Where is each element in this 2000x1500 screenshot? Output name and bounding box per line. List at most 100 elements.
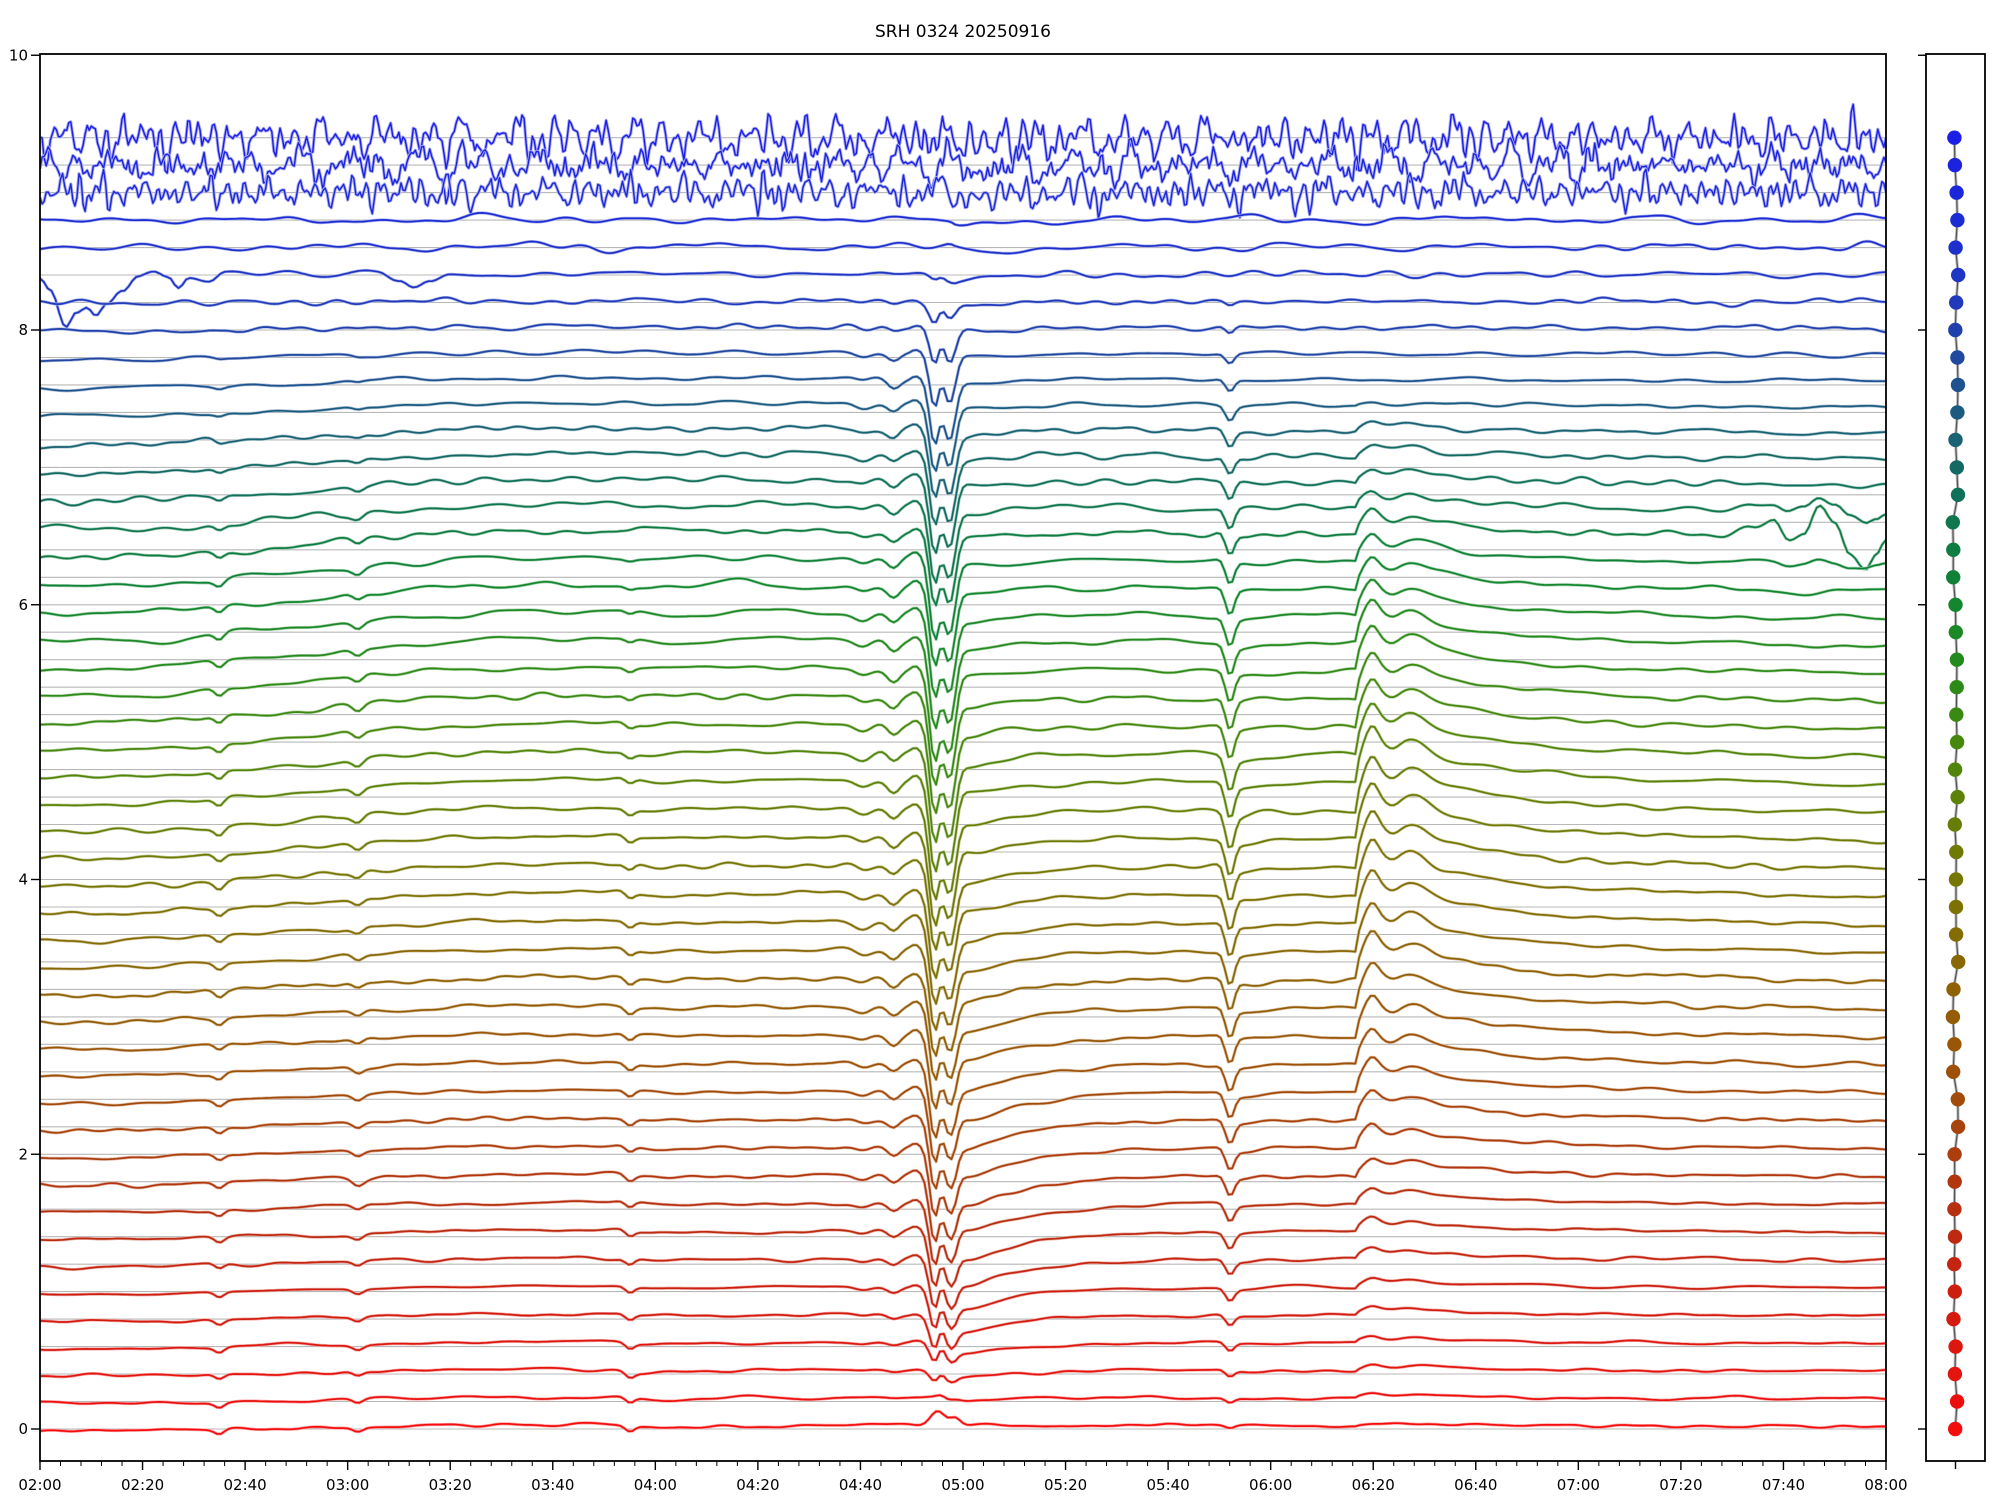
x-tick-label: 07:00 xyxy=(1557,1476,1600,1494)
channel-marker-dot xyxy=(1948,1339,1963,1354)
trace-line xyxy=(40,399,1886,472)
x-tick-label: 06:00 xyxy=(1249,1476,1292,1494)
trace-halo xyxy=(40,1245,1886,1311)
channel-marker-dot xyxy=(1947,130,1962,145)
trace-line xyxy=(40,1305,1886,1350)
trace-line xyxy=(40,1392,1886,1409)
channel-marker-dot xyxy=(1950,1119,1966,1135)
x-tick-label: 02:40 xyxy=(223,1476,266,1494)
channel-marker-dot xyxy=(1951,267,1966,283)
channel-marker-dot xyxy=(1947,1202,1962,1217)
channel-marker-dot xyxy=(1950,350,1965,365)
trace-line xyxy=(40,902,1886,1031)
trace-line xyxy=(40,756,1886,901)
x-tick-label: 05:40 xyxy=(1146,1476,1189,1494)
trace-line xyxy=(40,1335,1886,1364)
trace-line xyxy=(40,490,1886,584)
trace-line xyxy=(40,782,1886,927)
channel-marker-dot xyxy=(1950,377,1966,393)
trace-line xyxy=(40,678,1886,814)
x-tick-label: 06:20 xyxy=(1352,1476,1395,1494)
axes-frame xyxy=(39,53,1887,1462)
channel-marker-dot xyxy=(1947,817,1963,832)
channel-marker-dot xyxy=(1949,734,1965,750)
trace-line xyxy=(40,839,1886,979)
trace-line xyxy=(40,420,1886,498)
channel-marker-dot xyxy=(1950,212,1965,228)
channel-marker-dot xyxy=(1948,899,1964,915)
channel-marker-dot xyxy=(1947,1147,1962,1162)
x-tick-label: 03:00 xyxy=(326,1476,369,1494)
trace-halo xyxy=(40,598,1886,730)
trace-halo xyxy=(40,1334,1886,1365)
trace-line xyxy=(40,1028,1886,1139)
y-tick-label: 6 xyxy=(18,596,28,614)
channel-marker-dot xyxy=(1948,322,1963,338)
trace-line xyxy=(40,1215,1886,1288)
channel-marker-dot xyxy=(1946,1064,1961,1080)
trace-line xyxy=(40,443,1886,526)
channel-marker-dot xyxy=(1948,1421,1963,1437)
y-tick-label: 0 xyxy=(18,1420,28,1438)
trace-line xyxy=(40,240,1886,255)
main-axes: 0 2 4 6 8 10 02:00 02:20 02:40 03:00 03:20 03:40 04:… xyxy=(9,46,1908,1494)
x-tick-label: 04:00 xyxy=(634,1476,677,1494)
trace-line xyxy=(40,624,1886,762)
x-tick-label: 05:00 xyxy=(941,1476,984,1494)
channel-marker-dot xyxy=(1947,1257,1962,1272)
channel-marker-dot xyxy=(1948,872,1964,887)
trace-line xyxy=(40,468,1886,554)
trace-line xyxy=(40,296,1886,323)
trace-halo xyxy=(40,1276,1886,1331)
trace-line xyxy=(40,556,1886,667)
channel-marker-dot xyxy=(1948,625,1964,640)
x-tick-label: 03:40 xyxy=(531,1476,574,1494)
channel-marker-dot xyxy=(1948,432,1963,448)
channel-marker-dot xyxy=(1949,707,1964,722)
trace-line xyxy=(40,598,1886,730)
trace-line xyxy=(40,1157,1886,1242)
channel-marker-dot xyxy=(1946,570,1961,585)
x-tick-label: 02:00 xyxy=(18,1476,61,1494)
trace-line xyxy=(40,374,1886,445)
trace-line xyxy=(40,1246,1886,1310)
channel-marker-dot xyxy=(1946,1311,1961,1327)
trace-line xyxy=(40,725,1886,873)
trace-line xyxy=(40,810,1886,951)
trace-line xyxy=(40,930,1886,1057)
chart-title: SRH 0324 20250916 xyxy=(875,22,1051,42)
y-tick-label: 2 xyxy=(18,1145,28,1163)
trace-halo xyxy=(40,135,1886,206)
trace-line xyxy=(40,269,1886,328)
channel-marker-dot xyxy=(1949,460,1965,475)
trace-line xyxy=(40,652,1886,786)
channel-marker-dot xyxy=(1947,1174,1962,1189)
trace-line xyxy=(40,1277,1886,1330)
channel-marker-dot xyxy=(1947,1229,1963,1244)
channel-marker-dot xyxy=(1949,844,1964,860)
channel-marker-dot xyxy=(1949,652,1965,667)
channel-marker-dot xyxy=(1948,240,1963,255)
trace-line xyxy=(40,1187,1886,1265)
channel-marker-dot xyxy=(1947,157,1963,173)
trace-line xyxy=(40,1363,1886,1384)
trace-halo xyxy=(40,838,1886,980)
x-tick-label: 07:40 xyxy=(1762,1476,1805,1494)
trace-line xyxy=(40,994,1886,1110)
channel-marker-dot xyxy=(1949,295,1964,310)
trace-line xyxy=(40,1056,1886,1163)
channel-marker-dot xyxy=(1950,487,1966,502)
channel-marker-dot xyxy=(1947,1037,1962,1052)
x-tick-label: 02:20 xyxy=(121,1476,164,1494)
channel-marker-dot xyxy=(1948,597,1963,612)
trace-line xyxy=(40,1089,1886,1190)
trace-line xyxy=(40,869,1886,1005)
x-tick-label: 06:40 xyxy=(1454,1476,1497,1494)
x-tick-label: 04:40 xyxy=(839,1476,882,1494)
channel-marker-dot xyxy=(1946,542,1961,557)
trace-lines xyxy=(40,102,1886,1436)
trace-line xyxy=(40,103,1886,174)
y-tick-label: 8 xyxy=(18,321,28,339)
